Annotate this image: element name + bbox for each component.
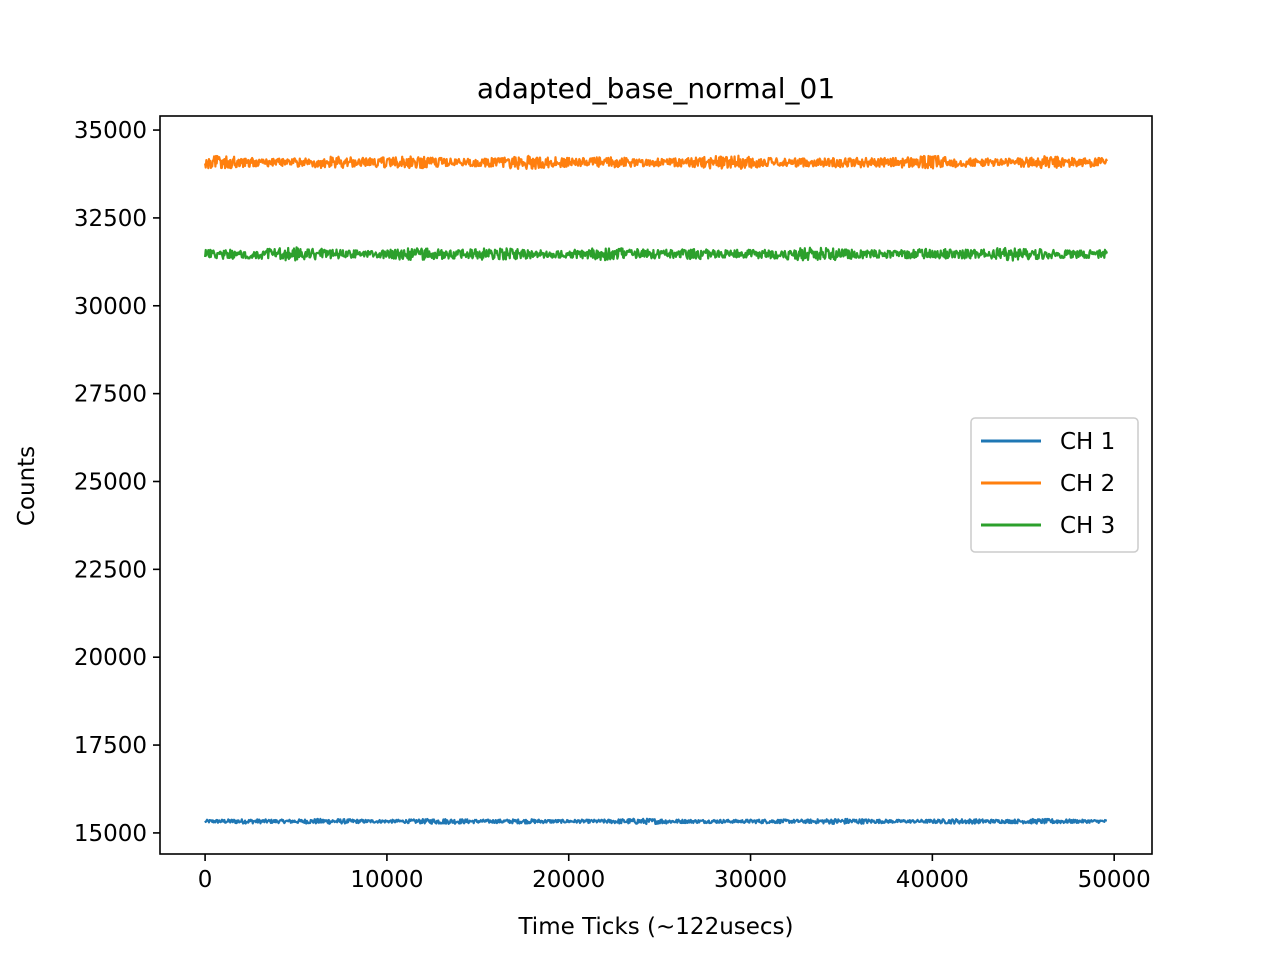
y-tick-label: 30000	[74, 294, 147, 320]
x-tick-label: 0	[198, 867, 213, 893]
x-tick-label: 40000	[896, 867, 969, 893]
y-tick-label: 17500	[74, 733, 147, 759]
legend-label-2: CH 2	[1060, 471, 1115, 497]
x-tick-label: 20000	[532, 867, 605, 893]
series-line-2	[204, 154, 1108, 170]
y-tick-label: 25000	[74, 469, 147, 495]
x-tick-label: 50000	[1078, 867, 1151, 893]
legend-label-3: CH 3	[1060, 513, 1115, 539]
plot-frame	[159, 115, 1153, 855]
series-layer	[203, 154, 1108, 826]
y-tick-label: 22500	[74, 557, 147, 583]
series-line-3	[203, 246, 1108, 262]
legend-label-1: CH 1	[1060, 429, 1115, 455]
x-axis-title: Time Ticks (~122usecs)	[517, 914, 793, 940]
y-tick-label: 15000	[74, 821, 147, 847]
y-tick-label: 20000	[74, 645, 147, 671]
y-axis-title: Counts	[14, 446, 40, 526]
legend: CH 1 CH 2 CH 3	[970, 417, 1139, 553]
x-axis: 0 10000 20000 30000 40000 50000	[198, 854, 1151, 893]
y-tick-label: 35000	[74, 118, 147, 144]
x-tick-label: 30000	[714, 867, 787, 893]
x-tick-label: 10000	[350, 867, 423, 893]
chart-title: adapted_base_normal_01	[477, 72, 835, 105]
y-tick-label: 27500	[74, 382, 147, 408]
y-axis: 15000 17500 20000 22500 25000 27500 30000 32500…	[74, 118, 160, 847]
legend-box	[970, 417, 1139, 553]
y-tick-label: 32500	[74, 206, 147, 232]
series-line-1	[204, 817, 1108, 826]
